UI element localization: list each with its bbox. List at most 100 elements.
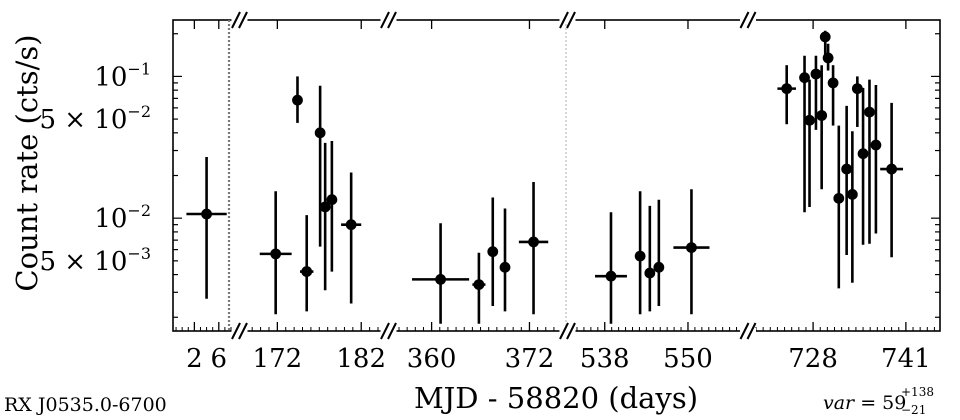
data-marker — [870, 139, 882, 151]
data-marker — [851, 83, 863, 95]
data-point — [634, 191, 646, 315]
x-tick-label: 550 — [663, 344, 713, 374]
data-marker — [833, 192, 845, 204]
data-point — [653, 199, 665, 307]
axis-break-gap — [380, 328, 397, 334]
data-marker — [846, 189, 858, 200]
axis-break-mark — [566, 11, 576, 29]
data-point — [851, 76, 863, 127]
data-point — [880, 102, 904, 258]
axis-break-mark — [238, 11, 248, 29]
axis-break-gap — [559, 17, 576, 23]
data-point — [870, 84, 882, 234]
axis-breaks — [231, 11, 757, 340]
data-point — [186, 157, 227, 299]
data-point — [292, 76, 303, 123]
svg-text:−21: −21 — [901, 403, 926, 417]
data-point — [499, 208, 511, 312]
data-marker — [781, 83, 793, 95]
axis-break-mark — [746, 11, 757, 29]
data-point — [595, 212, 627, 324]
data-point — [810, 55, 822, 130]
axis-break-gap — [231, 17, 248, 23]
axis-break-mark — [559, 11, 569, 29]
axis-break-mark — [380, 11, 390, 29]
data-marker — [644, 267, 656, 279]
data-marker — [201, 208, 212, 220]
data-marker — [857, 148, 869, 160]
data-point — [412, 223, 470, 324]
data-marker — [810, 68, 822, 80]
data-point — [857, 87, 869, 245]
data-point — [319, 142, 331, 291]
data-point — [827, 65, 839, 126]
axes-frame: 10−1 5 × 10−2 10−2 5 × 10−3 2 6 172 182 360 372 53… — [39, 19, 941, 374]
data-marker — [292, 94, 303, 106]
data-point — [841, 105, 853, 255]
data-point — [259, 191, 292, 315]
axis-break-mark — [238, 322, 248, 340]
data-point — [644, 205, 656, 312]
x-tick-label: 6 — [211, 344, 228, 374]
data-marker — [301, 266, 313, 277]
data-marker — [841, 163, 853, 175]
plot-frame — [172, 19, 941, 332]
data-marker — [605, 270, 617, 282]
x-tick-label: 728 — [788, 344, 838, 374]
data-points — [186, 30, 904, 324]
y-axis-label: Count rate (cts/s) — [10, 34, 44, 291]
data-marker — [816, 110, 828, 121]
y-tick-label: 5 × 10−2 — [39, 102, 151, 135]
data-point — [816, 65, 828, 190]
data-marker — [864, 106, 875, 118]
x-tick-label: 538 — [580, 344, 630, 374]
axis-break-mark — [739, 11, 750, 29]
data-point — [777, 65, 796, 125]
y-tick-label: 5 × 10−3 — [39, 244, 151, 277]
data-marker — [827, 77, 839, 89]
data-point — [804, 79, 815, 207]
svg-text:+138: +138 — [901, 385, 934, 399]
axis-break-mark — [559, 322, 569, 340]
data-marker — [886, 163, 898, 175]
y-tick-label: 10−2 — [94, 201, 151, 234]
data-point — [799, 55, 810, 213]
data-point — [472, 252, 486, 324]
x-axis-label: MJD - 58820 (days) — [414, 381, 698, 415]
x-tick-label: 172 — [253, 344, 303, 374]
data-marker — [473, 279, 485, 290]
data-marker — [822, 52, 834, 64]
data-point — [487, 197, 499, 307]
x-tick-label: 741 — [881, 344, 931, 374]
axis-break-mark — [566, 322, 576, 340]
data-point — [314, 85, 326, 247]
data-marker — [435, 273, 446, 285]
data-point — [518, 181, 549, 315]
axis-break-mark — [387, 11, 397, 29]
data-point — [833, 125, 845, 289]
source-name: RX J0535.0-6700 — [4, 394, 167, 416]
data-marker — [528, 236, 539, 248]
axis-break-mark — [231, 322, 241, 340]
data-marker — [804, 114, 815, 126]
svg-text:var = 59: var = 59 — [823, 392, 906, 414]
data-marker — [314, 127, 326, 139]
x-tick-label: 360 — [407, 344, 457, 374]
data-marker — [326, 194, 338, 206]
axis-break-mark — [746, 322, 757, 340]
x-tick-label: 372 — [505, 344, 555, 374]
x-tick-label: 182 — [336, 344, 386, 374]
axis-break-gap — [740, 328, 756, 334]
data-point — [846, 131, 858, 283]
data-marker — [634, 250, 646, 262]
axis-break-gap — [231, 328, 248, 334]
data-marker — [819, 31, 831, 43]
data-marker — [487, 246, 499, 258]
data-marker — [499, 261, 511, 273]
data-point — [822, 43, 834, 71]
variability-annotation: var = 59 +138 −21 — [823, 385, 934, 417]
axis-break-gap — [380, 17, 397, 23]
data-point — [341, 172, 362, 304]
axis-break-gap — [740, 17, 756, 23]
